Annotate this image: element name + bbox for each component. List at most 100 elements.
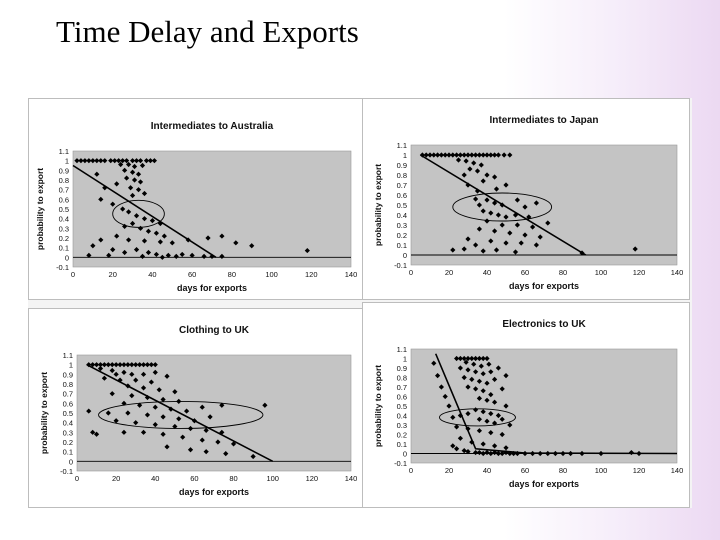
data-point bbox=[522, 232, 528, 238]
trend-line bbox=[72, 164, 217, 259]
data-point bbox=[474, 168, 481, 174]
data-point bbox=[461, 355, 467, 362]
data-point bbox=[145, 249, 152, 256]
data-point bbox=[503, 214, 509, 220]
data-point bbox=[94, 171, 100, 177]
data-point bbox=[465, 152, 471, 158]
data-point bbox=[135, 171, 142, 177]
y-tick-label: 1 bbox=[403, 355, 407, 364]
y-tick-label: 0.4 bbox=[59, 215, 69, 224]
data-point bbox=[484, 197, 490, 203]
data-point bbox=[153, 230, 159, 236]
data-point bbox=[503, 445, 509, 451]
data-point bbox=[493, 247, 500, 253]
chart-panel-australia: Intermediates to Australia -0.1 0 0.1 0.2 0.3… bbox=[28, 98, 364, 300]
data-point bbox=[131, 163, 138, 170]
data-point bbox=[187, 447, 194, 453]
data-point bbox=[507, 230, 513, 236]
data-point bbox=[495, 450, 501, 457]
data-point bbox=[492, 174, 498, 180]
y-tick-label: 0.3 bbox=[63, 428, 73, 437]
data-point bbox=[141, 238, 148, 244]
x-tick-label: 80 bbox=[228, 270, 236, 279]
y-tick-label: 0.4 bbox=[397, 211, 407, 220]
data-point bbox=[250, 453, 256, 460]
data-point bbox=[78, 158, 84, 164]
data-point bbox=[114, 181, 120, 187]
y-tick-label: 0.4 bbox=[397, 412, 407, 421]
x-tick-label: 60 bbox=[521, 466, 529, 475]
data-point bbox=[484, 152, 490, 158]
y-tick-label: 0.6 bbox=[63, 399, 73, 408]
data-point bbox=[514, 197, 520, 203]
y-tick-label: 0.2 bbox=[63, 438, 73, 447]
y-tick-label: 1.1 bbox=[59, 147, 69, 156]
data-point bbox=[262, 402, 268, 408]
trend-line bbox=[86, 363, 274, 463]
x-tick-label: 140 bbox=[345, 474, 358, 483]
x-axis-label: days for exports bbox=[509, 479, 579, 489]
y-axis-label: probability to export bbox=[39, 372, 49, 454]
data-point bbox=[117, 377, 123, 383]
data-point bbox=[499, 431, 505, 438]
highlight-ellipse bbox=[98, 400, 264, 429]
y-tick-label: 0.3 bbox=[59, 224, 69, 233]
data-point bbox=[493, 186, 500, 192]
data-point bbox=[438, 384, 444, 390]
data-point bbox=[116, 158, 122, 164]
data-point bbox=[101, 375, 107, 381]
data-point bbox=[160, 431, 166, 437]
x-tick-label: 140 bbox=[671, 466, 684, 475]
data-point bbox=[127, 185, 134, 191]
data-point bbox=[151, 158, 158, 164]
x-tick-label: 20 bbox=[445, 466, 453, 475]
data-point bbox=[135, 187, 142, 193]
data-point bbox=[492, 152, 498, 158]
x-tick-label: 120 bbox=[633, 268, 646, 277]
y-tick-label: 0.5 bbox=[397, 402, 407, 411]
y-tick-label: 0.2 bbox=[59, 234, 69, 243]
x-tick-label: 40 bbox=[148, 270, 156, 279]
data-point bbox=[632, 246, 638, 252]
y-tick-label: 0.9 bbox=[397, 161, 407, 170]
chart-title: Intermediates to Australia bbox=[151, 121, 274, 132]
data-point bbox=[122, 167, 128, 173]
chart-title: Electronics to UK bbox=[502, 319, 586, 330]
data-point bbox=[233, 240, 239, 246]
data-point bbox=[143, 158, 150, 164]
data-point bbox=[179, 251, 185, 258]
y-tick-label: 0.6 bbox=[397, 191, 407, 200]
data-point bbox=[141, 216, 148, 222]
data-point bbox=[446, 152, 452, 158]
x-tick-label: 20 bbox=[109, 270, 117, 279]
data-point bbox=[495, 152, 501, 158]
y-tick-label: 1 bbox=[403, 151, 407, 160]
data-point bbox=[82, 158, 88, 164]
data-point bbox=[469, 355, 475, 362]
x-tick-label: 140 bbox=[345, 270, 358, 279]
scatter-chart-australia: Intermediates to Australia-0.100.10.20.3… bbox=[35, 121, 358, 293]
data-point bbox=[133, 158, 140, 164]
data-point bbox=[230, 441, 237, 447]
data-point bbox=[501, 152, 507, 158]
data-point bbox=[484, 355, 490, 362]
data-point bbox=[129, 169, 136, 175]
figure-container: Intermediates to Australia -0.1 0 0.1 0.2 0.3… bbox=[28, 98, 692, 508]
data-point bbox=[474, 188, 481, 194]
x-tick-label: 40 bbox=[151, 474, 159, 483]
data-point bbox=[125, 410, 131, 416]
data-point bbox=[90, 158, 96, 164]
data-point bbox=[126, 161, 132, 168]
data-point bbox=[495, 365, 501, 371]
data-point bbox=[86, 158, 92, 164]
data-point bbox=[205, 235, 211, 241]
x-tick-label: 60 bbox=[521, 268, 529, 277]
data-point bbox=[465, 367, 471, 373]
y-axis-label: probability to export bbox=[35, 168, 45, 250]
x-axis-label: days for exports bbox=[177, 283, 247, 293]
data-point bbox=[137, 158, 144, 164]
data-point bbox=[442, 393, 448, 400]
highlight-ellipse bbox=[112, 199, 165, 228]
y-tick-label: 0.4 bbox=[63, 419, 73, 428]
data-point bbox=[499, 450, 505, 457]
